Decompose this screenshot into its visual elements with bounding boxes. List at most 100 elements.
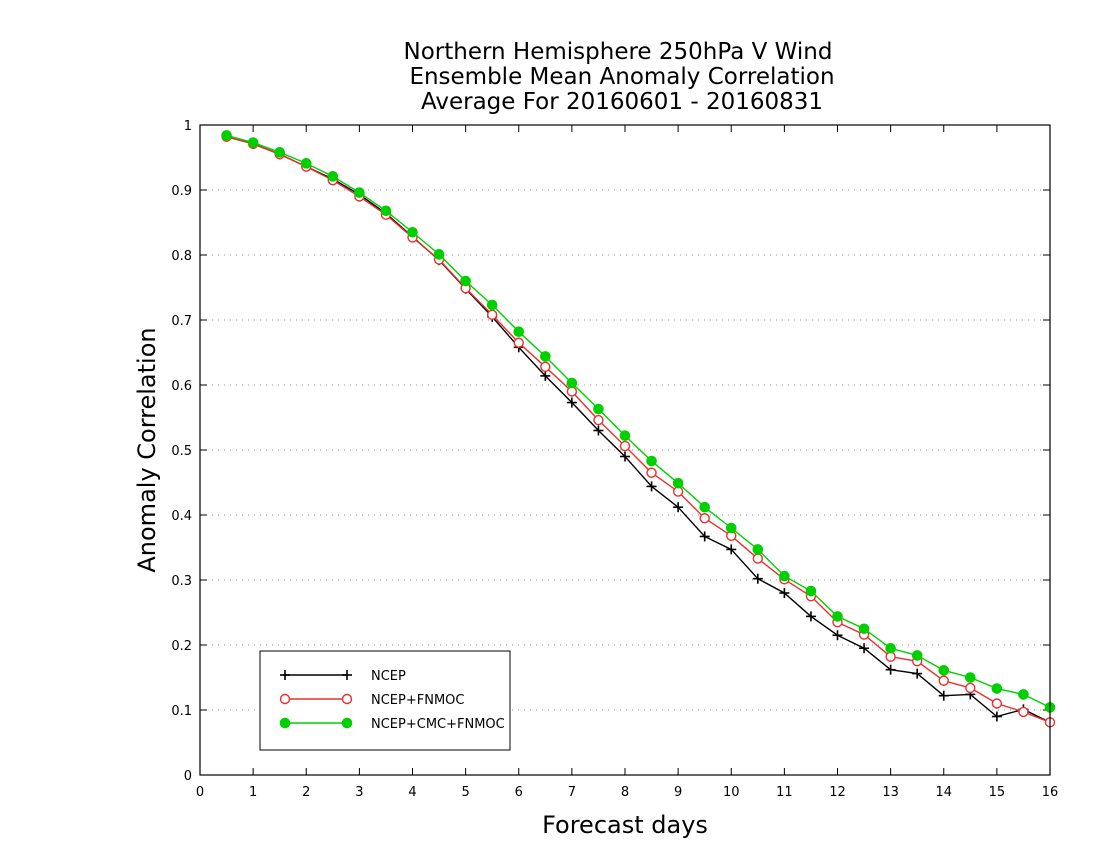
data-point [433, 249, 445, 260]
plot-area-frame [199, 124, 1051, 776]
legend-marker [342, 670, 352, 680]
series-ncep-fnmoc [221, 131, 1056, 728]
legend-item: NCEP+FNMOC [279, 693, 464, 708]
legend-box [259, 650, 511, 751]
x-tick-label: 11 [776, 785, 793, 800]
data-point [726, 544, 737, 555]
data-point [858, 623, 870, 635]
data-point [300, 158, 312, 169]
y-tick-label: 0.6 [171, 379, 192, 394]
x-tick-label: 8 [621, 785, 629, 800]
x-tick-label: 1 [249, 785, 257, 800]
data-point [486, 299, 498, 311]
data-point [725, 522, 737, 534]
legend: NCEP NCEP+FNMOC NCEP+CMC+FNMOC [259, 650, 511, 751]
data-point [752, 544, 764, 555]
data-point [672, 486, 684, 497]
y-tick-label: 0.2 [171, 639, 192, 654]
series-ncep-cmc-fnmoc [221, 130, 1056, 713]
x-tick-label: 13 [882, 785, 899, 800]
y-tick-label: 0.9 [171, 184, 192, 199]
gridlines [200, 189, 1050, 711]
y-tick-label: 0.8 [171, 249, 192, 264]
data-point [593, 403, 604, 415]
data-point [938, 665, 950, 676]
data-point [752, 573, 763, 584]
data-point [540, 370, 551, 381]
data-point [646, 455, 657, 467]
data-point [885, 664, 896, 675]
data-point [859, 643, 870, 654]
data-point [540, 351, 551, 362]
legend-label: NCEP+CMC+FNMOC [371, 717, 505, 732]
title-line-2: Ensemble Mean Anomaly Correlation [409, 64, 834, 90]
data-point [673, 502, 684, 513]
data-point [805, 585, 817, 597]
x-tick-label: 2 [302, 785, 310, 800]
data-point [540, 361, 551, 372]
x-tick-label: 10 [723, 785, 740, 800]
data-point [832, 630, 843, 641]
data-point [699, 501, 710, 513]
x-tick-label: 6 [515, 785, 523, 800]
data-point [221, 130, 232, 141]
legend-marker [341, 717, 353, 729]
data-point [247, 137, 259, 148]
legend-marker [279, 693, 291, 705]
data-point [805, 611, 816, 622]
data-point [513, 326, 525, 338]
data-point [619, 430, 631, 442]
data-point [991, 683, 1003, 694]
data-point [699, 513, 710, 524]
data-point [327, 171, 339, 182]
data-point [911, 650, 923, 661]
series-line [226, 134, 1051, 709]
title-line-1: Northern Hemisphere 250hPa V Wind [404, 39, 833, 65]
y-tick-label: 0.1 [171, 704, 192, 719]
data-point [885, 642, 896, 654]
data-point [699, 531, 710, 542]
x-tick-label: 5 [461, 785, 469, 800]
x-tick-label: 15 [989, 785, 1006, 800]
x-tick-label: 14 [935, 785, 952, 800]
data-point [566, 377, 578, 389]
x-tick-label: 9 [674, 785, 682, 800]
x-tick-label: 4 [408, 785, 416, 800]
y-tick-label: 0.4 [171, 509, 192, 524]
data-point [991, 711, 1002, 722]
series-ncep [221, 131, 1055, 728]
data-point [672, 477, 684, 489]
legend-marker [279, 717, 291, 729]
data-point [407, 226, 418, 238]
chart-title: Northern Hemisphere 250hPa V Wind Ensemb… [404, 39, 835, 115]
data-point [646, 481, 657, 492]
data-point [274, 147, 285, 158]
y-tick-label: 0.5 [171, 444, 192, 459]
data-point [566, 386, 578, 397]
legend-item: NCEP [280, 669, 406, 684]
data-point [593, 414, 604, 426]
data-point [752, 553, 764, 564]
data-point [912, 668, 923, 679]
data-point [991, 698, 1003, 709]
series-line [226, 136, 1051, 723]
data-point [380, 205, 392, 217]
data-point [965, 682, 976, 694]
x-tick-label: 3 [355, 785, 363, 800]
legend-marker [280, 670, 290, 680]
y-tick-label: 0 [184, 769, 192, 784]
legend-label: NCEP+FNMOC [371, 693, 464, 708]
data-point [486, 309, 498, 320]
data-point [460, 275, 471, 287]
data-point [646, 467, 657, 478]
x-tick-label: 12 [829, 785, 846, 800]
data-point [593, 425, 604, 436]
title-line-3: Average For 20160601 - 20160831 [421, 89, 823, 115]
data-point [832, 611, 843, 622]
x-axis-label: Forecast days [542, 811, 708, 839]
data-series [221, 130, 1056, 728]
data-point [620, 451, 630, 462]
data-point [965, 672, 976, 683]
data-point [938, 690, 949, 701]
data-point [779, 588, 790, 598]
